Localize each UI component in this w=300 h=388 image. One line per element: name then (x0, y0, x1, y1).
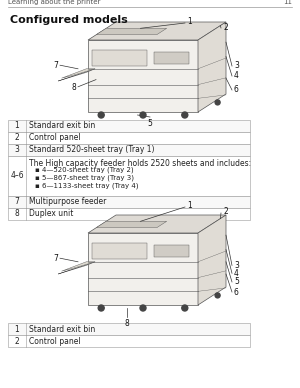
Text: 1: 1 (15, 121, 20, 130)
Text: Control panel: Control panel (29, 133, 81, 142)
Text: 3: 3 (234, 62, 239, 71)
Text: 4: 4 (234, 71, 239, 80)
Bar (8, 196, 250, 208)
Text: 4–6: 4–6 (10, 171, 24, 180)
Text: 6: 6 (234, 85, 239, 95)
Text: 8: 8 (15, 210, 20, 218)
Text: Standard 520-sheet tray (Tray 1): Standard 520-sheet tray (Tray 1) (29, 146, 154, 154)
Text: 3: 3 (15, 146, 20, 154)
Text: ▪ 4—520-sheet tray (Tray 2): ▪ 4—520-sheet tray (Tray 2) (35, 166, 134, 173)
Bar (8, 132, 250, 144)
Bar (8, 323, 250, 335)
Circle shape (182, 305, 188, 311)
Text: Learning about the printer: Learning about the printer (8, 0, 100, 5)
Text: 8: 8 (124, 319, 129, 328)
Text: 5: 5 (148, 119, 152, 128)
Text: Standard exit bin: Standard exit bin (29, 121, 95, 130)
Bar (8, 120, 250, 132)
Text: 1: 1 (15, 324, 20, 334)
Bar (8, 144, 250, 156)
Text: Configured models: Configured models (10, 15, 128, 25)
Text: Standard exit bin: Standard exit bin (29, 324, 95, 334)
Bar (92, 50, 147, 66)
Text: The High capacity feeder holds 2520 sheets and includes:: The High capacity feeder holds 2520 shee… (29, 159, 251, 168)
Polygon shape (61, 262, 95, 271)
Text: Multipurpose feeder: Multipurpose feeder (29, 197, 106, 206)
Text: 3: 3 (234, 261, 239, 270)
Text: 1: 1 (187, 17, 192, 26)
Circle shape (140, 305, 146, 311)
Polygon shape (96, 221, 167, 228)
Polygon shape (88, 215, 226, 233)
Text: 4: 4 (234, 269, 239, 278)
Text: ▪ 6—1133-sheet tray (Tray 4): ▪ 6—1133-sheet tray (Tray 4) (35, 182, 139, 189)
Polygon shape (198, 215, 226, 305)
Circle shape (98, 112, 104, 118)
Circle shape (182, 112, 188, 118)
Circle shape (140, 112, 146, 118)
Polygon shape (88, 233, 198, 305)
Text: 7: 7 (15, 197, 20, 206)
Text: 6: 6 (234, 288, 239, 296)
Text: 5: 5 (234, 277, 239, 286)
Bar (8, 208, 250, 220)
Polygon shape (61, 69, 95, 78)
Text: 1: 1 (187, 201, 192, 211)
Text: 2: 2 (223, 208, 228, 217)
Bar (154, 52, 189, 64)
Text: ▪ 5—867-sheet tray (Tray 3): ▪ 5—867-sheet tray (Tray 3) (35, 175, 134, 181)
Polygon shape (58, 262, 95, 274)
Polygon shape (88, 22, 226, 40)
Polygon shape (88, 40, 198, 112)
Bar (8, 156, 250, 196)
Text: Control panel: Control panel (29, 336, 81, 345)
Text: 8: 8 (71, 83, 76, 92)
Text: 7: 7 (53, 254, 58, 263)
Polygon shape (58, 69, 95, 81)
Circle shape (215, 100, 220, 105)
Polygon shape (96, 28, 167, 35)
Bar (92, 243, 147, 259)
Polygon shape (198, 22, 226, 112)
Text: Duplex unit: Duplex unit (29, 210, 74, 218)
Bar (154, 244, 189, 258)
Text: 2: 2 (15, 336, 20, 345)
Text: 2: 2 (15, 133, 20, 142)
Text: 2: 2 (223, 23, 228, 31)
Circle shape (98, 305, 104, 311)
Text: 7: 7 (53, 61, 58, 70)
Text: 11: 11 (283, 0, 292, 5)
Circle shape (215, 293, 220, 298)
Bar (8, 335, 250, 347)
